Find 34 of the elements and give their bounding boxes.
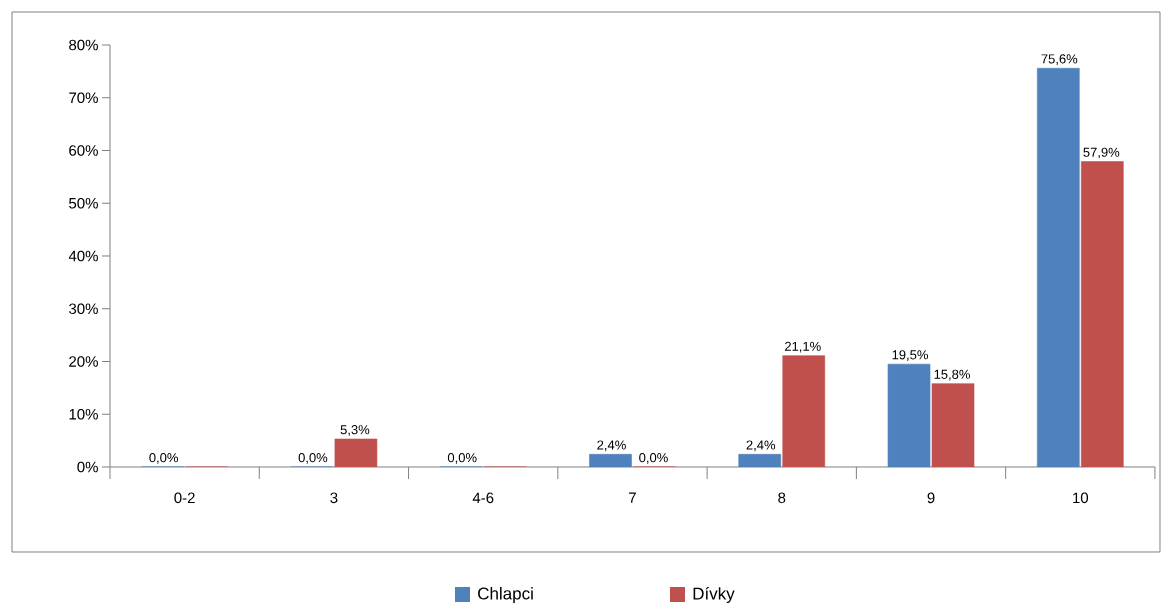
data-label: 2,4% (746, 440, 776, 452)
y-tick-label: 60% (69, 145, 98, 156)
x-tick-label: 0-2 (174, 492, 195, 504)
data-label: 19,5% (892, 350, 928, 361)
x-tick-label: 8 (778, 492, 786, 504)
y-tick-label: 0% (77, 461, 98, 473)
y-tick-label: 40% (68, 250, 98, 262)
bar (1081, 161, 1124, 467)
y-tick-label: 10% (69, 408, 98, 420)
bar (782, 355, 826, 467)
y-tick-label: 30% (69, 303, 98, 315)
data-label: 15,8% (934, 369, 970, 381)
y-tick-label: 70% (69, 92, 98, 104)
data-label: 5,3% (340, 425, 370, 436)
bar (931, 383, 975, 467)
data-label: 2,4% (597, 440, 626, 452)
data-label: 75,6% (1041, 54, 1078, 65)
x-tick-label: 9 (927, 492, 935, 504)
y-tick-label: 80% (69, 39, 98, 51)
data-label: 21,1% (784, 341, 821, 353)
data-label: 0,0% (298, 453, 328, 464)
legend-label: Dívky (693, 586, 735, 604)
y-tick-label: 20% (69, 356, 98, 367)
x-tick-label: 7 (629, 492, 636, 503)
data-label: 57,9% (1083, 147, 1120, 159)
y-tick-label: 50% (69, 197, 98, 209)
data-label: 0,0% (447, 453, 477, 464)
data-label: 0,0% (149, 453, 179, 464)
x-tick-label: 3 (330, 492, 338, 504)
data-label: 0,0% (639, 453, 668, 464)
legend-label: Chlapci (478, 587, 533, 603)
bar (334, 438, 378, 467)
x-tick-label: 10 (1073, 492, 1089, 504)
x-tick-label: 4-6 (472, 492, 494, 504)
